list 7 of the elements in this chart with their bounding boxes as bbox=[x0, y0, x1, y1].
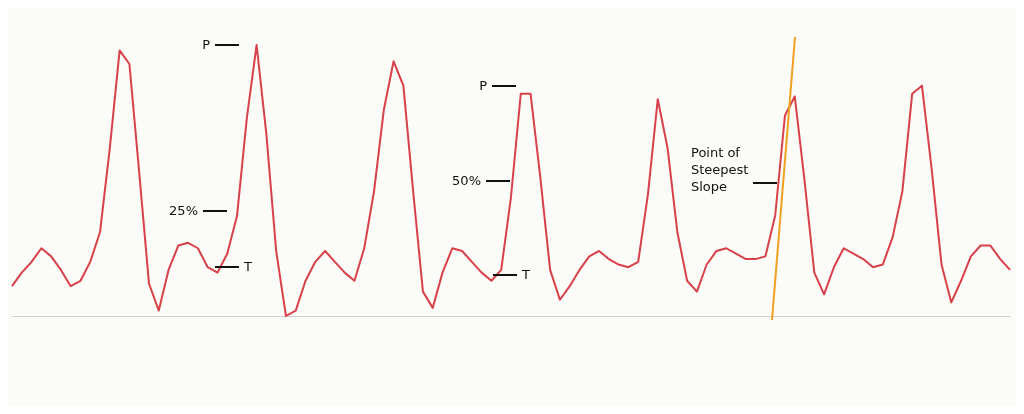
annotation: T bbox=[244, 258, 252, 276]
annotation: T bbox=[522, 266, 530, 284]
annotation: 25% bbox=[169, 202, 198, 220]
annotation: 50% bbox=[452, 172, 481, 190]
annotation: P bbox=[479, 77, 487, 95]
annotation: P bbox=[202, 36, 210, 54]
annotation: Point of Steepest Slope bbox=[691, 144, 750, 195]
